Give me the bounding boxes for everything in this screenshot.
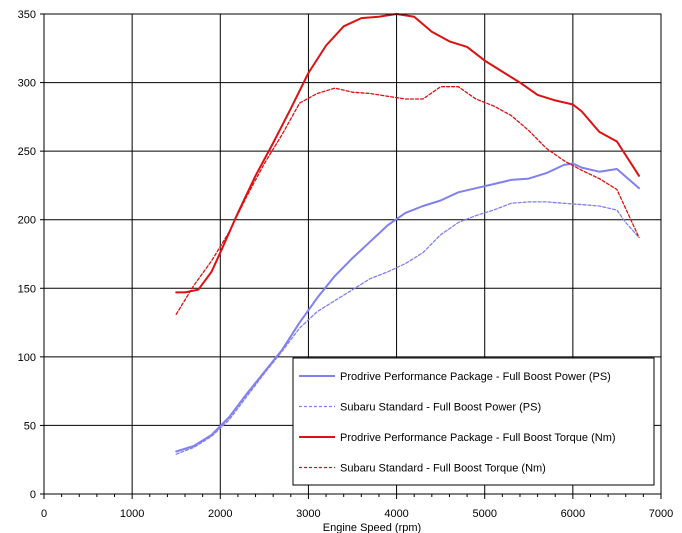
legend-label-3: Prodrive Performance Package - Full Boos… [340,432,616,444]
legend-label-4: Subaru Standard - Full Boost Torque (Nm) [340,463,546,475]
legend: Prodrive Performance Package - Full Boos… [292,357,655,486]
y-tick-label: 350 [18,9,36,21]
y-tick-label: 0 [30,489,36,501]
plot-frame [43,13,662,495]
legend-box [292,357,655,486]
axes [40,13,662,499]
legend-label-2: Subaru Standard - Full Boost Power (PS) [340,402,541,414]
x-tick-label: 3000 [296,508,320,520]
y-tick-label: 200 [18,215,36,227]
x-tick-label: 1000 [120,508,144,520]
x-tick-label: 7000 [649,508,673,520]
x-tick-label: 6000 [561,508,585,520]
x-axis-title: Engine Speed (rpm) [323,522,421,533]
x-tick-label: 2000 [208,508,232,520]
x-tick-label: 5000 [472,508,496,520]
y-tick-label: 300 [18,78,36,90]
series-line-1 [175,162,640,453]
y-tick-label: 250 [18,146,36,158]
y-tick-label: 100 [18,352,36,364]
tick-labels: 0 1000 2000 3000 4000 5000 6000 7000 0 50 100 150 20… [18,9,674,520]
series-line-4 [175,86,640,315]
series-line-2 [175,201,640,455]
x-tick-label: 0 [41,508,47,520]
y-tick-label: 50 [24,420,36,432]
legend-label-1: Prodrive Performance Package - Full Boos… [340,371,611,383]
y-tick-label: 150 [18,283,36,295]
x-tick-label: 4000 [384,508,408,520]
